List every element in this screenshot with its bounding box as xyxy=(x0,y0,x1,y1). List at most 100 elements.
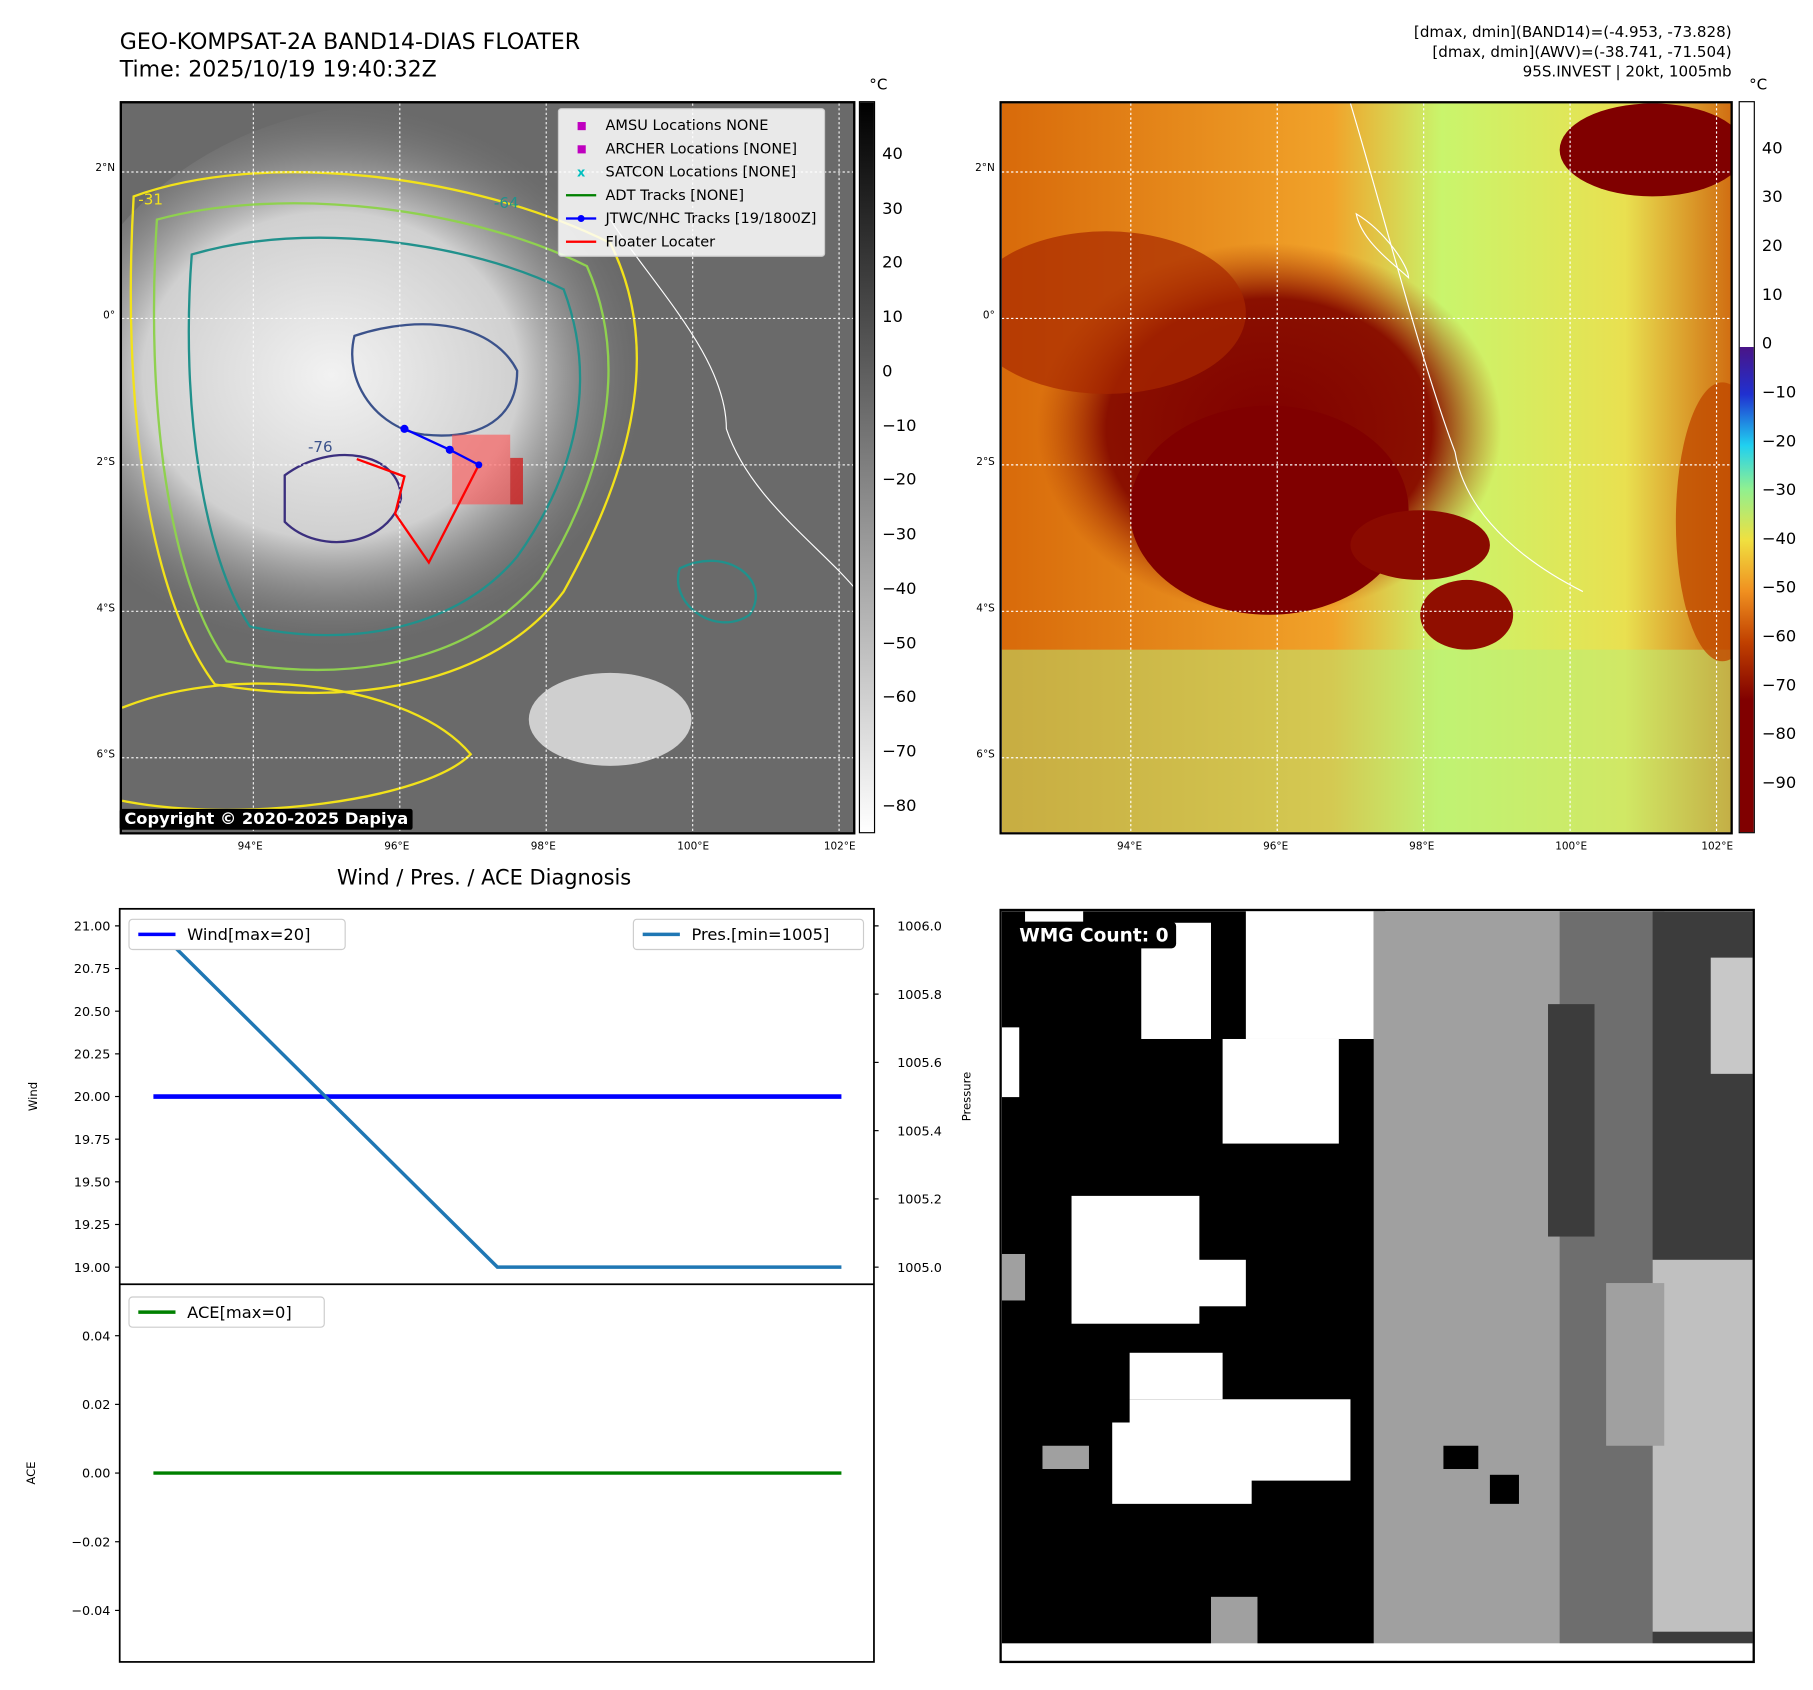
lat-tick: 2°N xyxy=(975,163,995,175)
contour-label: -76 xyxy=(308,438,333,456)
diagnosis-chart: 21.00 20.75 20.50 20.25 20.00 19.75 19.50 19.25… xyxy=(24,907,973,1663)
pressure-tick: 1006.0 xyxy=(897,920,942,935)
wind-tick: 19.25 xyxy=(74,1218,111,1233)
wmg-block xyxy=(1606,1283,1665,1446)
legend-label: JTWC/NHC Tracks [19/1800Z] xyxy=(605,208,817,227)
wind-tick: 19.75 xyxy=(74,1133,111,1148)
wind-axis-label: Wind xyxy=(26,1082,40,1111)
colorbar-tick: −90 xyxy=(1761,774,1797,793)
lat-tick: 2°S xyxy=(96,456,116,469)
lat-tick: 2°S xyxy=(976,456,995,469)
lat-tick: 0° xyxy=(103,309,116,322)
wmg-block xyxy=(1129,1352,1223,1400)
colorbar-tick: −40 xyxy=(1761,529,1797,549)
legend-item: x SATCON Locations [NONE] xyxy=(566,159,816,182)
lon-tick: 102°E xyxy=(1701,841,1734,854)
wind-tick: 21.00 xyxy=(74,920,111,935)
lon-tick: 94°E xyxy=(237,841,263,854)
legend-marker-icon xyxy=(565,185,597,202)
awv-map-image xyxy=(1001,103,1731,833)
pressure-tick: 1005.4 xyxy=(897,1124,942,1139)
legend-marker-icon xyxy=(565,209,597,226)
colorbar-tick: 40 xyxy=(882,145,903,164)
header-stats: [dmax, dmin](BAND14)=(-4.953, -73.828) [… xyxy=(1414,23,1732,82)
legend-item: Floater Locater xyxy=(565,229,816,252)
pressure-axis-label: Pressure xyxy=(959,1072,973,1122)
lat-tick: 4°S xyxy=(96,603,116,615)
colorbar-tick: −70 xyxy=(882,742,917,762)
colorbar-tick: 0 xyxy=(1761,334,1773,354)
legend-item: ADT Tracks [NONE] xyxy=(565,182,816,205)
wind-tick: 20.50 xyxy=(74,1005,111,1020)
wind-tick: 20.25 xyxy=(74,1048,111,1063)
lat-tick: 2°N xyxy=(95,163,116,175)
colorbar-tick: −40 xyxy=(882,579,917,599)
wmg-block xyxy=(1652,1259,1753,1632)
wmg-block xyxy=(1396,1294,1444,1661)
legend-label: ARCHER Locations [NONE] xyxy=(605,138,798,157)
colorbar-tick: −60 xyxy=(1761,627,1797,647)
ace-tick: 0.02 xyxy=(82,1398,110,1413)
ace-axis-label: ACE xyxy=(24,1461,38,1484)
floater-locater-track xyxy=(356,457,480,565)
lon-tick: 102°E xyxy=(823,841,856,854)
wmg-panel xyxy=(999,908,1755,1664)
contour-label: -31 xyxy=(138,191,163,209)
storm-info: 95S.INVEST | 20kt, 1005mb xyxy=(1522,63,1732,82)
floater-box xyxy=(452,434,511,505)
stat-band14: [dmax, dmin](BAND14)=(-4.953, -73.828) xyxy=(1413,24,1732,42)
pressure-tick: 1005.6 xyxy=(897,1056,942,1071)
wind-tick: 19.50 xyxy=(74,1175,111,1190)
legend-label: Floater Locater xyxy=(605,231,716,250)
colorbar-tick: −80 xyxy=(1761,725,1797,744)
colorbar-tick: −30 xyxy=(1761,481,1797,500)
lat-tick: 6°S xyxy=(96,749,116,762)
legend-marker-icon xyxy=(565,232,597,249)
lon-tick: 98°E xyxy=(1409,841,1435,854)
colorbar-tick: 20 xyxy=(1761,237,1783,256)
colorbar-tick: 10 xyxy=(882,308,903,327)
stat-awv: [dmax, dmin](AWV)=(-38.741, -71.504) xyxy=(1432,44,1732,62)
legend-label: ADT Tracks [NONE] xyxy=(605,185,744,203)
colorbar-tick: −20 xyxy=(1761,432,1797,451)
awv-map[interactable] xyxy=(999,101,1733,835)
pressure-tick: 1005.8 xyxy=(897,988,942,1003)
wmg-block xyxy=(1042,1445,1089,1469)
lon-tick: 100°E xyxy=(677,841,710,854)
lat-tick: 4°S xyxy=(976,603,995,615)
pressure-tick: 1005.2 xyxy=(897,1193,942,1208)
lat-tick: 6°S xyxy=(976,749,995,762)
figure-title: GEO-KOMPSAT-2A BAND14-DIAS FLOATER Time:… xyxy=(120,28,580,84)
lat-tick: 0° xyxy=(982,309,995,322)
wmg-block xyxy=(1001,1027,1020,1098)
pressure-legend: Pres.[min=1005] xyxy=(691,925,829,944)
awv-colorbar xyxy=(1738,101,1755,834)
colorbar-tick: −20 xyxy=(882,471,917,490)
wmg-block xyxy=(1112,1422,1252,1504)
ace-tick: −0.04 xyxy=(71,1604,110,1619)
colorbar-unit: °C xyxy=(1749,76,1768,95)
lon-tick: 100°E xyxy=(1555,841,1588,854)
band14-colorbar xyxy=(858,101,876,834)
wmg-block xyxy=(1489,1474,1519,1504)
legend-label: SATCON Locations [NONE] xyxy=(605,162,797,180)
lon-tick: 94°E xyxy=(1117,841,1143,854)
ace-tick: 0.00 xyxy=(82,1467,110,1482)
colorbar-tick: −10 xyxy=(882,416,917,436)
colorbar-tick: −50 xyxy=(882,634,917,653)
contour-label: -64 xyxy=(494,194,519,212)
legend-label: AMSU Locations NONE xyxy=(605,115,769,134)
wind-tick: 20.00 xyxy=(74,1090,111,1105)
wmg-block xyxy=(1001,1253,1026,1301)
colorbar-tick: 30 xyxy=(882,199,903,218)
colorbar-tick: −70 xyxy=(1761,676,1797,695)
wind-tick: 20.75 xyxy=(74,962,111,977)
map-legend: AMSU Locations NONE ARCHER Locations [NON… xyxy=(557,108,825,257)
colorbar-tick: −50 xyxy=(1761,578,1797,598)
colorbar-tick: −30 xyxy=(882,525,917,545)
wmg-block xyxy=(1164,1259,1246,1307)
legend-marker-icon xyxy=(566,139,596,156)
lon-tick: 98°E xyxy=(530,841,556,854)
legend-item: JTWC/NHC Tracks [19/1800Z] xyxy=(565,206,817,229)
wmg-image xyxy=(1001,911,1753,1661)
